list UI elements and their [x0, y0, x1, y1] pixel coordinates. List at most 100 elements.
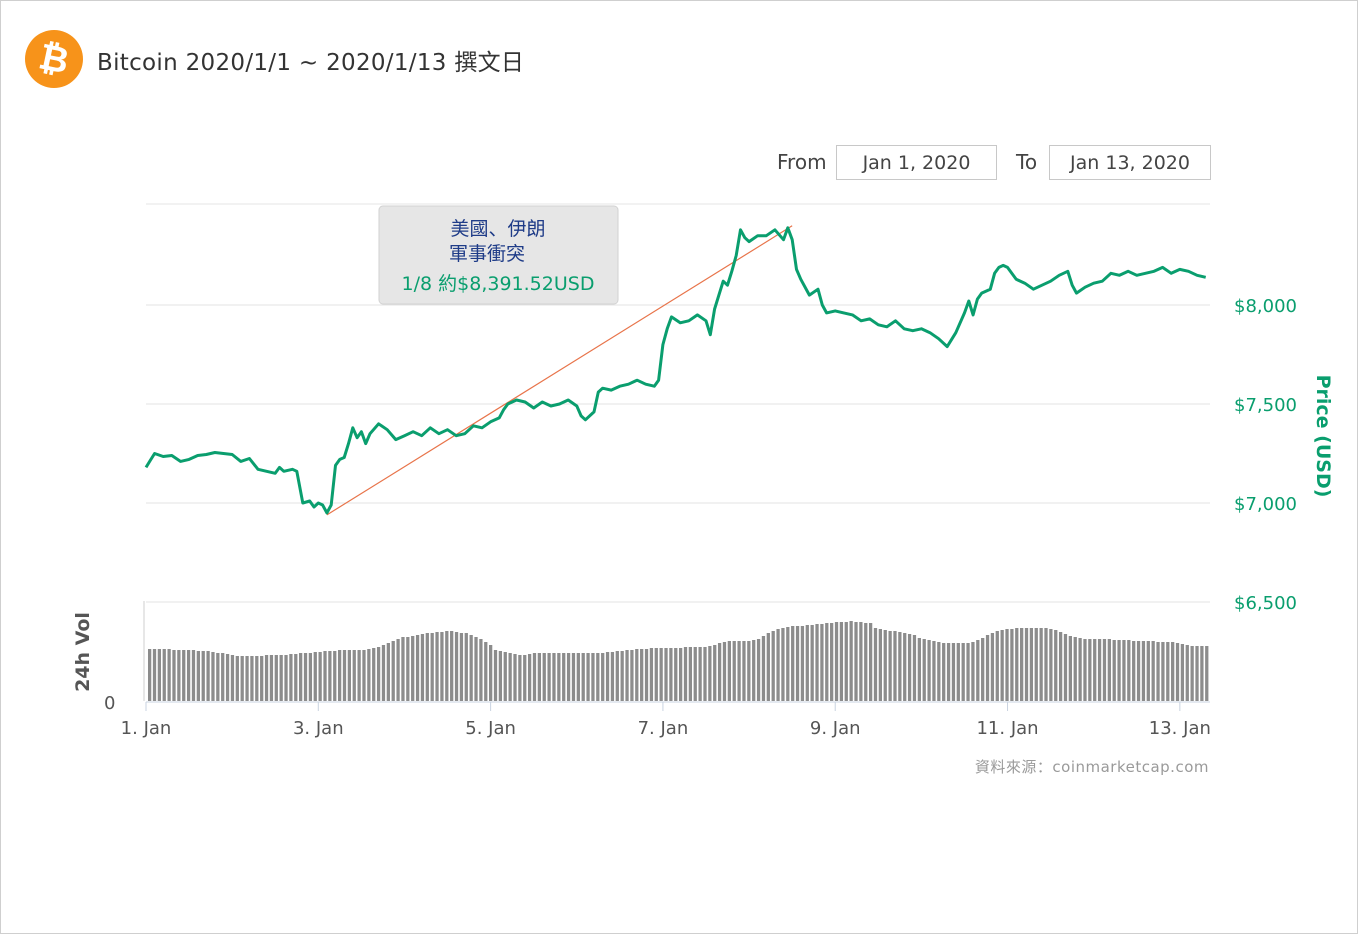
volume-bar: [484, 642, 488, 701]
volume-bar: [698, 647, 702, 701]
volume-bar: [445, 631, 449, 701]
volume-bar: [844, 622, 848, 701]
volume-bar: [508, 653, 512, 701]
volume-bar: [737, 641, 741, 701]
volume-bar: [391, 641, 395, 701]
volume-bar: [976, 640, 980, 701]
volume-bar: [688, 647, 693, 701]
to-date-input[interactable]: Jan 13, 2020: [1049, 145, 1211, 180]
volume-bar: [503, 652, 507, 701]
volume-bar: [1054, 630, 1058, 701]
volume-bar: [157, 649, 162, 701]
volume-bar: [425, 633, 429, 701]
volume-bar: [1161, 642, 1165, 701]
volume-bar: [795, 626, 800, 701]
volume-bar: [888, 631, 892, 701]
volume-bar: [376, 647, 381, 701]
event-annotation: 美國、伊朗 軍事衝突 1/8 約$8,391.52USD: [378, 205, 619, 305]
from-date-input[interactable]: Jan 1, 2020: [836, 145, 997, 180]
volume-bar: [221, 653, 225, 701]
volume-bar: [186, 650, 191, 701]
volume-bar: [562, 653, 566, 701]
volume-bar: [435, 632, 439, 701]
x-tick-label: 9. Jan: [810, 718, 861, 739]
volume-bar: [235, 656, 239, 701]
annotation-line2: 軍事衝突: [449, 243, 525, 265]
volume-bar: [1015, 628, 1019, 701]
volume-bar: [825, 623, 829, 701]
volume-bar: [1083, 639, 1087, 701]
volume-bar: [323, 651, 327, 701]
x-tick-label: 1. Jan: [121, 718, 172, 739]
volume-bar: [776, 629, 780, 701]
volume-bar: [450, 631, 454, 701]
volume-bar: [1078, 638, 1082, 701]
volume-bar: [834, 622, 839, 701]
volume-bar: [683, 647, 688, 701]
volume-bar: [761, 636, 766, 701]
volume-bar: [216, 653, 220, 701]
volume-bar: [659, 648, 663, 701]
volume-bar: [459, 633, 464, 701]
volume-bar: [864, 623, 868, 701]
volume-bar: [167, 649, 171, 701]
volume-bar: [362, 650, 366, 701]
volume-bar: [1000, 630, 1004, 701]
volume-bar: [708, 646, 712, 701]
volume-bar: [196, 651, 200, 701]
volume-bar: [420, 634, 425, 701]
volume-bar: [990, 633, 995, 701]
volume-bar: [308, 653, 313, 701]
volume-bar: [172, 650, 176, 701]
volume-bar: [1029, 628, 1034, 701]
volume-bar: [713, 645, 717, 701]
volume-bar: [1122, 640, 1126, 701]
volume-bar: [333, 651, 337, 701]
volume-bar: [674, 648, 678, 701]
volume-bar: [396, 639, 400, 701]
volume-bar: [893, 631, 897, 701]
volume-bar: [1190, 646, 1194, 701]
volume-bar: [601, 653, 605, 701]
page-title: Bitcoin 2020/1/1 ~ 2020/1/13 撰文日: [97, 50, 525, 76]
volume-bar: [537, 653, 541, 701]
volume-bar: [479, 639, 483, 701]
volume-bar: [372, 648, 376, 701]
volume-bar: [1063, 634, 1068, 701]
volume-bar: [596, 653, 600, 701]
volume-bar: [591, 653, 595, 701]
to-label: To: [1016, 150, 1038, 174]
volume-bar: [1010, 629, 1014, 701]
volume-bar: [791, 626, 795, 701]
y-tick-label: $7,000: [1234, 494, 1297, 515]
volume-bar: [225, 654, 230, 701]
volume-bar: [1127, 640, 1131, 701]
volume-bar: [240, 656, 244, 701]
volume-bar: [352, 650, 356, 701]
volume-bar: [849, 621, 853, 701]
volume-bar: [552, 653, 556, 701]
volume-bar: [250, 656, 254, 701]
volume-bar: [493, 650, 498, 701]
volume-bar: [717, 643, 722, 701]
volume-bar: [411, 636, 415, 701]
y-tick-label: $7,500: [1234, 395, 1297, 416]
volume-bar: [1146, 641, 1150, 701]
volume-bar: [206, 651, 210, 701]
volume-bar: [474, 637, 478, 701]
volume-bar: [1049, 629, 1053, 701]
volume-bar: [518, 655, 522, 701]
volume-axis-title: 24h Vol: [72, 612, 94, 692]
volume-bar: [1166, 642, 1170, 701]
x-tick-label: 3. Jan: [293, 718, 344, 739]
volume-bar: [1024, 628, 1029, 701]
volume-bar: [182, 650, 186, 701]
volume-bar: [289, 654, 293, 701]
volume-bar: [830, 623, 834, 701]
volume-bar: [615, 651, 619, 701]
volume-bar: [498, 651, 503, 701]
volume-bar: [274, 655, 278, 701]
y-tick-label: $8,000: [1234, 296, 1297, 317]
volume-bar: [727, 641, 731, 701]
x-tick-label: 11. Jan: [976, 718, 1038, 739]
